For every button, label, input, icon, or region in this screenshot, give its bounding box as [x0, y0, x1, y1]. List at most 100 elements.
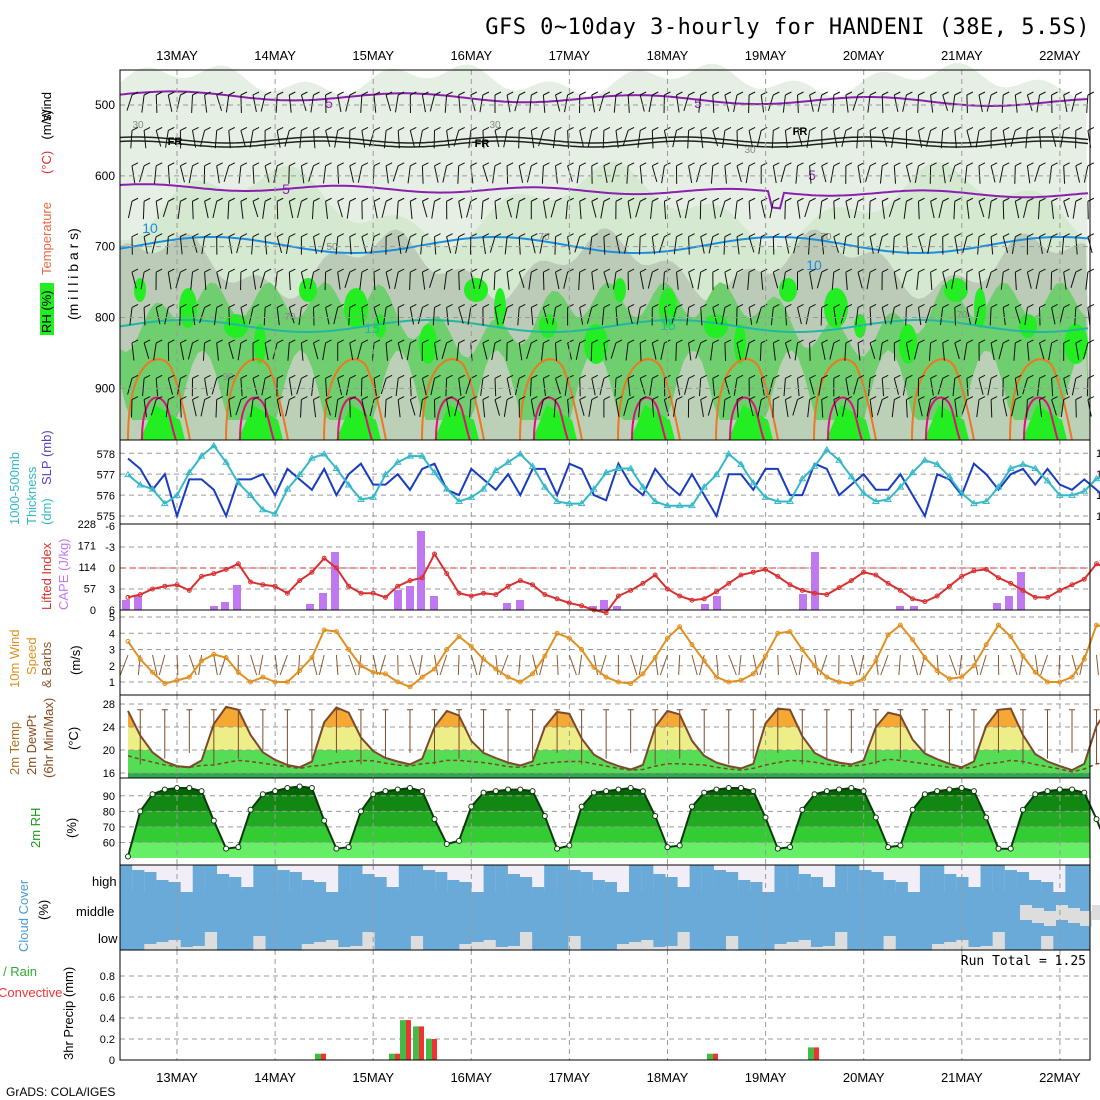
wind-barb-flag: [180, 126, 187, 131]
wind-barb: [1039, 307, 1041, 326]
wind-barb: [518, 165, 524, 183]
lifted-index-marker: [726, 580, 732, 586]
lifted-index-marker: [199, 573, 205, 579]
wind-barb-flag: [639, 304, 647, 308]
wind-barb-flag: [1002, 374, 1010, 379]
wind10-barb: [979, 654, 987, 676]
wind-barb: [780, 165, 786, 183]
wind-barb: [695, 165, 702, 183]
wind-barb-flag: [579, 396, 586, 401]
lifted-index-line: [127, 551, 1100, 614]
wind-barb-flag: [349, 304, 357, 308]
precip-total-bar: [389, 1053, 395, 1060]
wind-barb: [213, 307, 218, 326]
wind10-marker: [174, 677, 180, 683]
wind-barb: [784, 236, 790, 254]
wind-barb-flag: [373, 126, 381, 131]
cape-bar: [306, 604, 314, 610]
thickness-marker: [1092, 474, 1100, 482]
rh-patch-90: [134, 278, 146, 302]
wind-barb-flag: [579, 268, 586, 273]
lifted-index-marker: [444, 571, 450, 577]
wind-barb: [891, 399, 895, 418]
thickness-marker: [871, 497, 880, 505]
lifted-index-marker: [505, 583, 511, 589]
rh2m-marker: [1032, 791, 1039, 798]
wind-barb: [978, 201, 985, 218]
wind-barb: [695, 342, 702, 359]
wind-barb: [614, 378, 617, 397]
wind-barb: [542, 378, 546, 396]
contour-label: 15: [364, 320, 380, 336]
wind-barb: [383, 307, 387, 325]
wind-barb: [990, 342, 995, 361]
wind10-marker: [591, 664, 597, 670]
wind-barb: [966, 130, 972, 147]
wind-barb: [322, 342, 327, 361]
wind-barb: [684, 201, 690, 219]
wind-barb: [1013, 342, 1016, 361]
cloud-high-bar: [629, 865, 642, 892]
wind-barb-flag: [978, 396, 986, 401]
wind-barb: [482, 165, 489, 182]
lifted-index-marker: [738, 572, 744, 578]
wind-barb-flag: [531, 304, 538, 308]
wind10-barbs-label: & Barbs: [39, 641, 54, 688]
wind-barb-flag: [337, 162, 344, 167]
wind-barb: [623, 399, 629, 416]
wind-barb-flag: [301, 91, 308, 96]
wind-barb: [143, 342, 150, 359]
wind-barb: [320, 236, 327, 253]
wind-barb: [760, 201, 766, 218]
cape-bar: [331, 552, 339, 610]
wind-barb: [177, 201, 181, 219]
wind-barb: [954, 307, 956, 326]
rh-band: [128, 795, 1090, 812]
wind-barb: [966, 94, 968, 113]
wind-barb-flag: [397, 126, 405, 131]
wind-barb-flag: [881, 374, 889, 379]
wind-barb: [287, 342, 290, 361]
precip-axis-label: 3hr Precip (mm): [61, 967, 76, 1060]
wind-barb: [988, 201, 992, 219]
cloud-high-bar: [241, 887, 254, 892]
wind-barb-flag: [627, 91, 635, 96]
wind-barb-flag: [1039, 304, 1046, 308]
wind10-tick: 2: [109, 661, 115, 673]
thickness-marker: [639, 483, 647, 490]
wind10-barb: [258, 654, 264, 676]
precip-convective-bar: [321, 1053, 326, 1060]
isotherm-25-loop: [729, 396, 765, 441]
wind-barb: [712, 94, 715, 113]
wind-barb-flag: [978, 126, 986, 131]
wind-barb: [1002, 399, 1008, 417]
cape-bar: [701, 604, 709, 610]
wind-barb: [1011, 236, 1016, 254]
wind-barb: [637, 130, 641, 149]
wind-barb: [809, 342, 811, 361]
cloud-low-bar: [495, 947, 508, 950]
cloud-high-bar: [120, 865, 133, 892]
wind-barb-flag: [361, 268, 369, 273]
cloud-low-bar: [822, 946, 836, 950]
wind-barb: [712, 130, 719, 147]
wind-barb: [745, 165, 750, 184]
wind-barb-flag: [954, 162, 962, 167]
date-tick-bottom: 16MAY: [450, 1070, 492, 1085]
wind-barb: [489, 236, 496, 253]
wind-barb-flag: [1075, 162, 1083, 167]
isotherm-20-loop: [127, 358, 191, 441]
wind-barb: [809, 378, 815, 395]
isotherm-20-loop: [617, 358, 681, 441]
wind-barb-flag: [639, 396, 647, 401]
lifted-index-marker: [787, 582, 793, 588]
rh2m-marker: [664, 844, 671, 851]
wind-barb-flag: [410, 233, 417, 238]
rh2m-marker: [223, 845, 230, 852]
wind-barb-flag: [192, 233, 199, 238]
wind-barb-flag: [906, 162, 913, 167]
wind-barb: [192, 236, 198, 253]
rh2m-marker: [750, 788, 757, 795]
wind-barb-flag: [567, 304, 574, 308]
wind-barb-flag: [821, 339, 828, 344]
